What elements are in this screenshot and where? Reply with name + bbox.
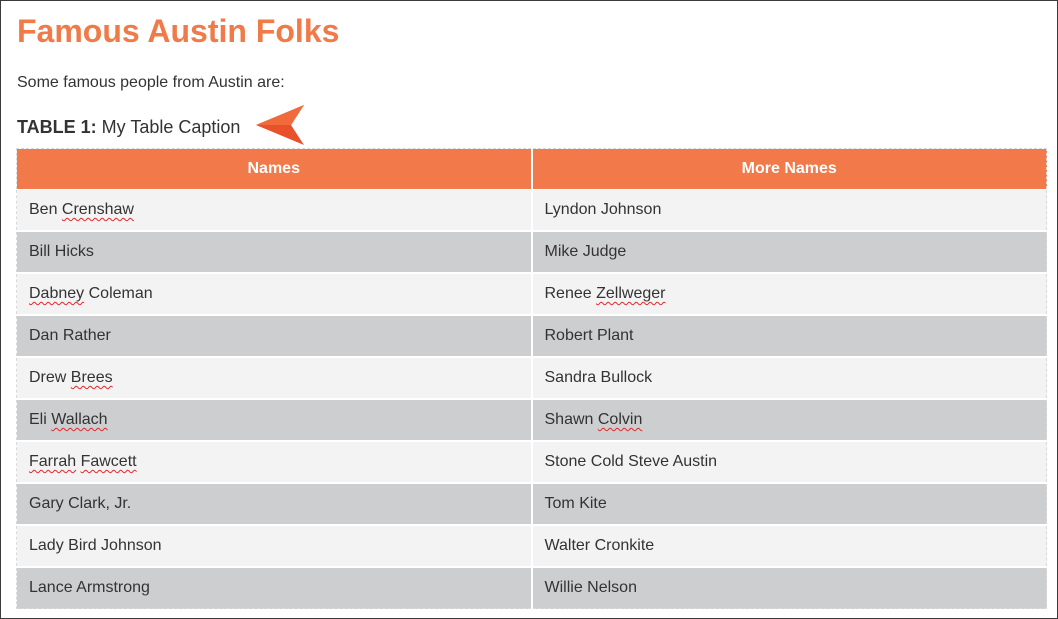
first-name: Lyndon	[544, 201, 597, 218]
last-name: Cronkite	[594, 537, 655, 554]
cell-text: Stone Cold Steve Austin	[544, 453, 718, 470]
last-name: Colvin	[597, 411, 643, 428]
first-name: Sandra	[544, 369, 597, 386]
column-header-more-names[interactable]: More Names	[531, 148, 1047, 190]
table-row: Ben Crenshaw Lyndon Johnson	[16, 189, 1047, 232]
names-cell[interactable]: Bill Hicks	[16, 231, 533, 274]
last-name: Hicks	[54, 243, 94, 260]
last-name: Crenshaw	[61, 201, 134, 218]
table-row: Eli Wallach Shawn Colvin	[16, 399, 1047, 442]
first-name: Walter	[544, 537, 591, 554]
last-name: Bullock	[600, 369, 653, 386]
first-name: Lance	[29, 579, 73, 596]
table-header-row: Names More Names	[16, 148, 1047, 190]
last-name: Wallach	[51, 411, 108, 428]
first-name: Mike	[544, 243, 579, 260]
first-name: Bill	[29, 243, 51, 260]
caption-label: TABLE 1:	[17, 117, 97, 137]
first-name: Willie	[544, 579, 583, 596]
first-name: Dan	[29, 327, 59, 344]
last-name: Judge	[582, 243, 627, 260]
first-name: Renee	[544, 285, 592, 302]
table-row: Bill Hicks Mike Judge	[16, 231, 1047, 274]
last-name: Coleman	[88, 285, 153, 302]
first-name: Ben	[29, 201, 58, 218]
names-cell[interactable]: Dan Rather	[16, 315, 533, 358]
table-body: Ben Crenshaw Lyndon Johnson Bill Hicks Mike…	[16, 189, 1047, 609]
last-name: Kite	[579, 495, 607, 512]
names-cell[interactable]: Farrah Fawcett	[16, 441, 533, 484]
more-names-cell[interactable]: Robert Plant	[531, 315, 1047, 358]
names-cell[interactable]: Lady Bird Johnson	[16, 525, 533, 568]
names-cell[interactable]: Dabney Coleman	[16, 273, 533, 316]
first-name: Dabney	[29, 285, 85, 302]
table-row: Drew Brees Sandra Bullock	[16, 357, 1047, 400]
more-names-cell[interactable]: Mike Judge	[531, 231, 1047, 274]
cell-text: Lady Bird Johnson	[29, 537, 162, 554]
names-cell[interactable]: Drew Brees	[16, 357, 533, 400]
first-name: Robert	[544, 327, 593, 344]
last-name: Zellweger	[596, 285, 666, 302]
more-names-cell[interactable]: Shawn Colvin	[531, 399, 1047, 442]
cell-text: Gary Clark, Jr.	[29, 495, 132, 512]
first-name: Eli	[29, 411, 47, 428]
last-name: Armstrong	[76, 579, 150, 596]
first-name: Tom	[544, 495, 575, 512]
more-names-cell[interactable]: Renee Zellweger	[531, 273, 1047, 316]
table-row: Dan Rather Robert Plant	[16, 315, 1047, 358]
column-header-names[interactable]: Names	[16, 148, 533, 190]
last-name: Johnson	[600, 201, 662, 218]
more-names-cell[interactable]: Tom Kite	[531, 483, 1047, 526]
first-name: Shawn	[544, 411, 594, 428]
names-cell[interactable]: Gary Clark, Jr.	[16, 483, 533, 526]
table-row: Dabney Coleman Renee Zellweger	[16, 273, 1047, 316]
table-row: Gary Clark, Jr. Tom Kite	[16, 483, 1047, 526]
last-name: Plant	[596, 327, 634, 344]
names-cell[interactable]: Lance Armstrong	[16, 567, 533, 609]
more-names-cell[interactable]: Sandra Bullock	[531, 357, 1047, 400]
table-row: Lance Armstrong Willie Nelson	[16, 567, 1047, 609]
last-name: Brees	[70, 369, 113, 386]
more-names-cell[interactable]: Willie Nelson	[531, 567, 1047, 609]
more-names-cell[interactable]: Stone Cold Steve Austin	[531, 441, 1047, 484]
more-names-cell[interactable]: Lyndon Johnson	[531, 189, 1047, 232]
first-name: Farrah	[29, 453, 77, 470]
last-name: Fawcett	[80, 453, 137, 470]
names-table: Names More Names Ben Crenshaw Lyndon John…	[16, 148, 1047, 609]
last-name: Nelson	[587, 579, 637, 596]
arrow-left-icon	[256, 105, 304, 145]
table-row: Farrah Fawcett Stone Cold Steve Austin	[16, 441, 1047, 484]
more-names-cell[interactable]: Walter Cronkite	[531, 525, 1047, 568]
table-row: Lady Bird Johnson Walter Cronkite	[16, 525, 1047, 568]
first-name: Drew	[29, 369, 67, 386]
caption-text: My Table Caption	[101, 117, 241, 137]
names-cell[interactable]: Eli Wallach	[16, 399, 533, 442]
names-cell[interactable]: Ben Crenshaw	[16, 189, 533, 232]
page-title: Famous Austin Folks	[17, 13, 340, 49]
last-name: Rather	[62, 327, 111, 344]
table-caption: TABLE 1: My Table Caption	[17, 116, 240, 138]
intro-text: Some famous people from Austin are:	[17, 74, 285, 91]
